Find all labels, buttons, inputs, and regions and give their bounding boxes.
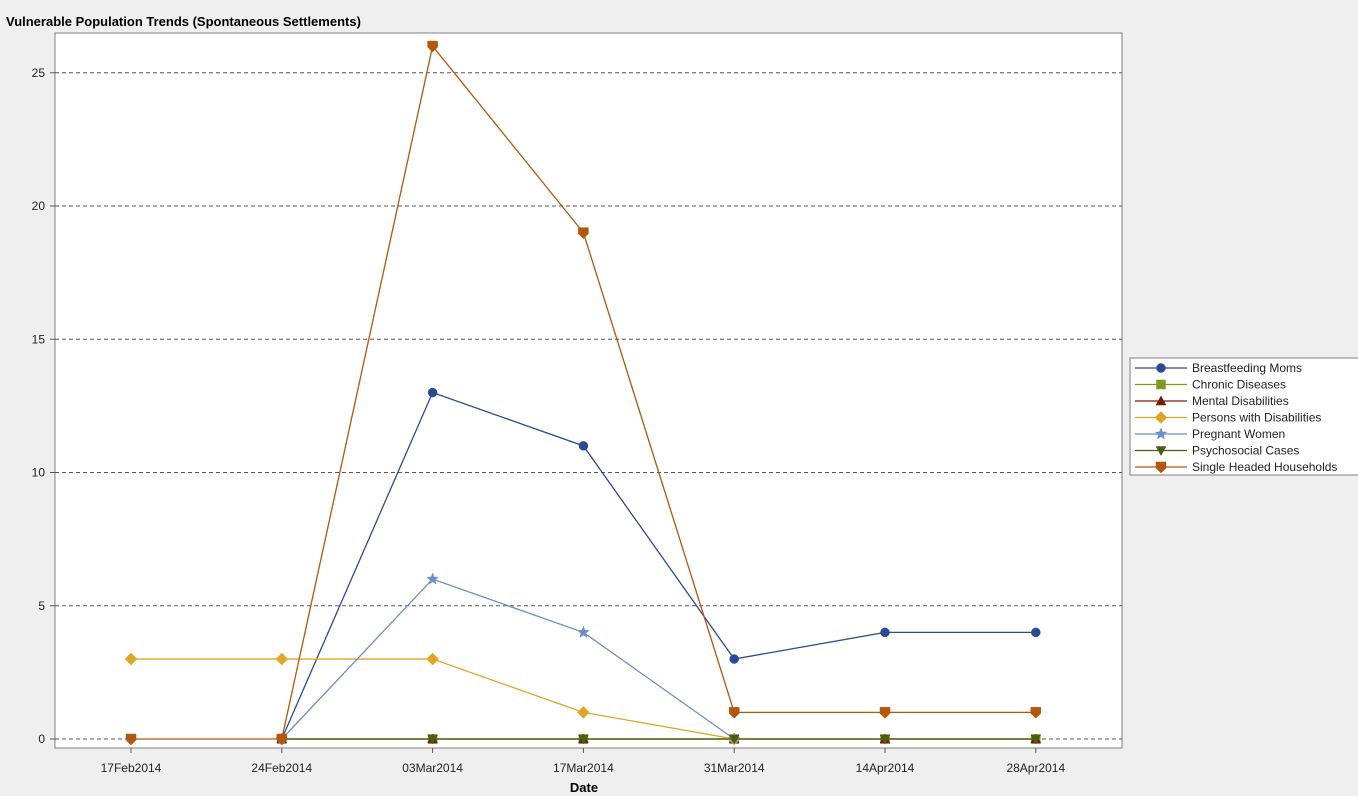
legend: Breastfeeding Moms Chronic Diseases Mental… [1129, 357, 1358, 476]
x-tick-label: 31Mar2014 [704, 761, 765, 775]
data-point [879, 734, 891, 745]
series-line [281, 578, 735, 740]
legend-marker [1154, 411, 1168, 424]
data-point [1030, 707, 1042, 719]
legend-label: Psychosocial Cases [1192, 444, 1299, 458]
x-tick-label: 17Feb2014 [101, 761, 162, 775]
x-tick-label: 24Feb2014 [251, 761, 312, 775]
data-point [426, 572, 439, 585]
x-tick-label: 03Mar2014 [402, 761, 463, 775]
legend-item: Single Headed Households [1135, 460, 1337, 474]
data-point [577, 625, 590, 638]
legend-label: Mental Disabilities [1192, 394, 1289, 408]
x-tick-label: 17Mar2014 [553, 761, 614, 775]
legend-marker [1155, 446, 1167, 457]
x-axis-title: Date [570, 780, 598, 795]
legend-label: Breastfeeding Moms [1192, 361, 1302, 375]
data-point [1031, 627, 1041, 638]
legend-marker [1156, 363, 1166, 373]
data-point [275, 652, 289, 666]
legend-marker [1155, 461, 1167, 474]
y-tick-label: 5 [38, 599, 45, 613]
series-5 [276, 734, 1042, 745]
y-tick-label: 15 [32, 332, 46, 346]
data-point [880, 627, 890, 638]
x-axis: 17Feb2014 24Feb2014 03Mar2014 17Mar2014 31Ma… [101, 748, 1065, 775]
legend-label: Chronic Diseases [1192, 378, 1286, 392]
legend-item: Persons with Disabilities [1135, 411, 1321, 425]
chart-title: Vulnerable Population Trends (Spontaneou… [6, 14, 361, 29]
legend-item: Pregnant Women [1135, 427, 1285, 441]
data-point [124, 652, 138, 666]
data-point [426, 652, 439, 666]
data-point [728, 707, 740, 719]
x-tick-label: 14Apr2014 [856, 761, 915, 775]
legend-item: Mental Disabilities [1135, 394, 1289, 408]
y-axis: 0 5 10 15 20 25 [32, 66, 55, 746]
data-point [577, 705, 590, 719]
series-layer [124, 40, 1042, 746]
legend-marker [1155, 395, 1167, 406]
y-tick-label: 25 [32, 66, 46, 80]
data-point [879, 707, 891, 719]
data-point [578, 441, 589, 451]
legend-label: Single Headed Households [1192, 460, 1337, 474]
data-point [427, 387, 438, 398]
data-point [729, 654, 739, 664]
data-point [125, 733, 137, 746]
series-line [281, 391, 1036, 740]
legend-item: Psychosocial Cases [1135, 444, 1299, 458]
legend-marker [1154, 427, 1168, 440]
y-tick-label: 10 [32, 466, 46, 480]
data-point [276, 733, 288, 746]
legend-label: Pregnant Women [1192, 427, 1285, 441]
legend-label: Persons with Disabilities [1192, 411, 1321, 425]
legend-item: Chronic Diseases [1135, 378, 1286, 392]
legend-item: Breastfeeding Moms [1135, 361, 1302, 375]
data-point [578, 227, 589, 240]
plot-area [54, 32, 1123, 749]
data-point [427, 734, 439, 745]
data-point [1030, 734, 1042, 745]
x-tick-label: 28Apr2014 [1006, 761, 1065, 775]
y-tick-label: 0 [38, 732, 45, 746]
y-tick-label: 20 [32, 199, 46, 213]
legend-box [1129, 357, 1358, 476]
legend-marker [1156, 379, 1166, 390]
data-point [577, 734, 589, 745]
data-point [728, 734, 740, 745]
series-6 [125, 40, 1042, 746]
data-point [427, 40, 438, 53]
